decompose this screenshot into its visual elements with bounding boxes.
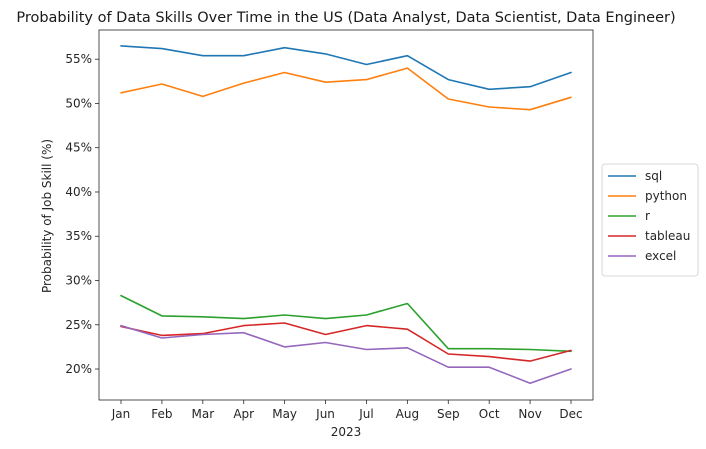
legend-box bbox=[601, 163, 699, 277]
x-tick-label: Feb bbox=[151, 407, 172, 421]
x-tick-label: Apr bbox=[233, 407, 254, 421]
legend: sql python r tableau excel bbox=[601, 163, 699, 277]
x-tick-label: Dec bbox=[559, 407, 582, 421]
y-tick-label: 55% bbox=[65, 52, 92, 66]
y-tick-label: 50% bbox=[65, 96, 92, 110]
x-tick-label: Jan bbox=[111, 407, 131, 421]
x-tick-label: Aug bbox=[396, 407, 419, 421]
x-tick-label: Mar bbox=[191, 407, 214, 421]
x-tick-label: Sep bbox=[437, 407, 460, 421]
y-axis: 20% 25% 30% 35% 40% 45% 50% 55% bbox=[65, 52, 99, 376]
series-line-python bbox=[120, 67, 572, 111]
legend-label-excel: excel bbox=[645, 249, 676, 263]
series-group bbox=[120, 45, 572, 385]
plot-frame bbox=[98, 29, 594, 401]
y-tick-label: 45% bbox=[65, 141, 92, 155]
legend-label-tableau: tableau bbox=[645, 229, 690, 243]
y-tick-label: 30% bbox=[65, 274, 92, 288]
x-axis: Jan Feb Mar Apr May Jun Jul Aug Sep Oct Nov Dec bbox=[111, 400, 583, 421]
series-line-sql bbox=[120, 45, 572, 91]
x-tick-label: Jun bbox=[315, 407, 335, 421]
y-tick-label: 20% bbox=[65, 362, 92, 376]
x-tick-label: Nov bbox=[518, 407, 541, 421]
y-tick-label: 40% bbox=[65, 185, 92, 199]
legend-label-sql: sql bbox=[645, 169, 662, 183]
series-line-r bbox=[120, 294, 572, 353]
legend-label-python: python bbox=[645, 189, 687, 203]
plot-area bbox=[98, 29, 594, 401]
chart-title: Probability of Data Skills Over Time in … bbox=[16, 10, 675, 26]
x-tick-label: Oct bbox=[479, 407, 500, 421]
y-tick-label: 35% bbox=[65, 229, 92, 243]
y-axis-label: Probability of Job Skill (%) bbox=[40, 139, 54, 293]
x-tick-label: May bbox=[272, 407, 297, 421]
y-tick-label: 25% bbox=[65, 318, 92, 332]
x-axis-label: 2023 bbox=[331, 425, 362, 439]
series-line-tableau bbox=[120, 322, 572, 362]
series-line-excel bbox=[120, 324, 572, 385]
legend-label-r: r bbox=[645, 209, 650, 223]
x-tick-label: Jul bbox=[358, 407, 373, 421]
